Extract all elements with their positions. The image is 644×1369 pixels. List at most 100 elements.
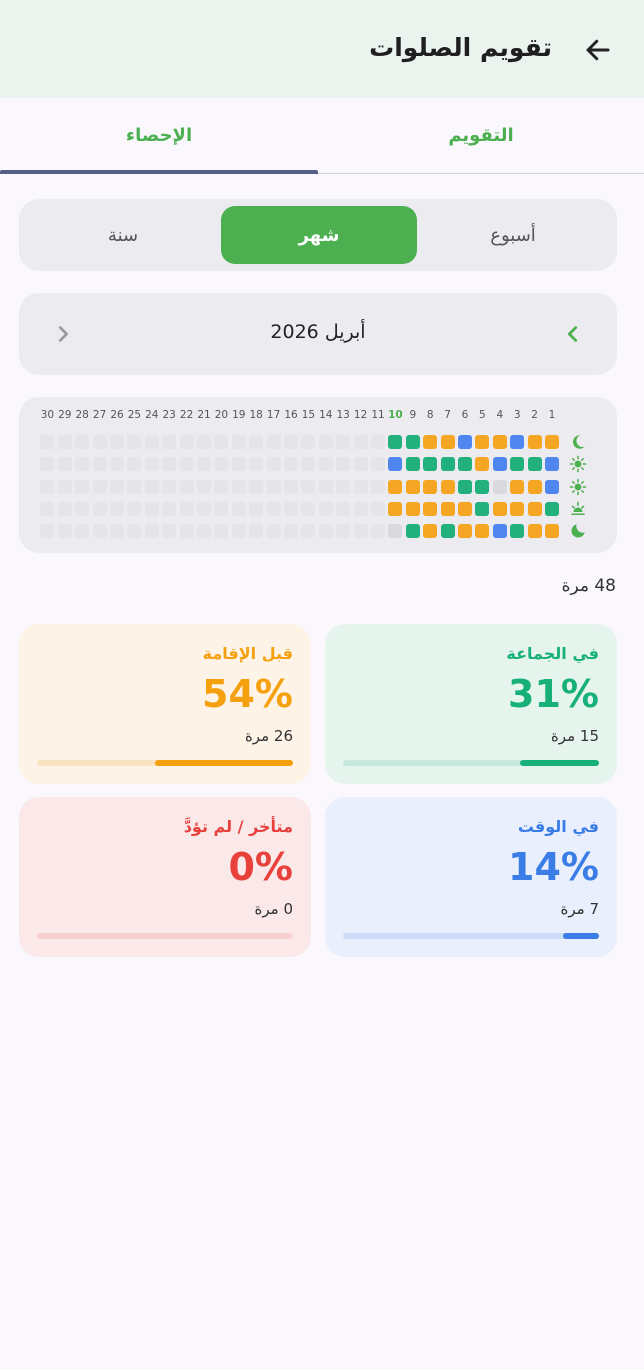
heatmap-cell[interactable] [110,524,124,539]
heatmap-cell[interactable] [371,457,385,472]
heatmap-cell[interactable] [527,479,542,494]
heatmap-cell[interactable] [545,435,559,449]
heatmap-cell[interactable] [458,501,472,516]
heatmap-cell[interactable] [458,479,472,494]
heatmap-cell[interactable] [353,479,368,494]
heatmap-cell[interactable] [318,457,333,472]
heatmap-cell[interactable] [388,524,403,539]
heatmap-cell[interactable] [440,524,455,539]
heatmap-cell[interactable] [318,479,333,494]
heatmap-cell[interactable] [197,501,211,516]
heatmap-cell[interactable] [92,457,107,472]
heatmap-cell[interactable] [127,457,142,472]
period-week-button[interactable]: أسبوع [490,224,536,246]
heatmap-cell[interactable] [266,524,281,539]
heatmap-cell[interactable] [475,524,490,539]
heatmap-cell[interactable] [301,457,316,472]
heatmap-cell[interactable] [510,524,525,539]
heatmap-cell[interactable] [475,501,490,516]
heatmap-cell[interactable] [527,524,542,539]
heatmap-cell[interactable] [388,501,403,516]
heatmap-cell[interactable] [197,524,211,539]
heatmap-cell[interactable] [510,457,525,472]
heatmap-cell[interactable] [545,501,559,516]
heatmap-cell[interactable] [371,479,385,494]
heatmap-cell[interactable] [92,524,107,539]
heatmap-cell[interactable] [284,479,298,494]
heatmap-cell[interactable] [318,524,333,539]
heatmap-cell[interactable] [440,479,455,494]
heatmap-cell[interactable] [440,501,455,516]
heatmap-cell[interactable] [179,457,194,472]
heatmap-cell[interactable] [197,435,211,449]
heatmap-cell[interactable] [492,479,507,494]
heatmap-cell[interactable] [231,524,246,539]
heatmap-cell[interactable] [405,501,420,516]
heatmap-cell[interactable] [336,501,351,516]
heatmap-cell[interactable] [423,479,438,494]
heatmap-cell[interactable] [231,435,246,449]
heatmap-cell[interactable] [162,524,177,539]
period-month-button[interactable]: شهر [221,206,417,264]
heatmap-cell[interactable] [110,479,124,494]
heatmap-cell[interactable] [353,457,368,472]
heatmap-cell[interactable] [527,435,542,449]
heatmap-cell[interactable] [179,524,194,539]
heatmap-cell[interactable] [371,435,385,449]
heatmap-cell[interactable] [527,457,542,472]
heatmap-cell[interactable] [197,479,211,494]
heatmap-cell[interactable] [475,457,490,472]
heatmap-cell[interactable] [40,501,55,516]
heatmap-cell[interactable] [144,457,159,472]
heatmap-cell[interactable] [527,501,542,516]
heatmap-cell[interactable] [336,524,351,539]
heatmap-cell[interactable] [75,524,90,539]
heatmap-cell[interactable] [458,524,472,539]
heatmap-cell[interactable] [388,479,403,494]
heatmap-cell[interactable] [301,501,316,516]
heatmap-cell[interactable] [475,479,490,494]
heatmap-cell[interactable] [405,524,420,539]
heatmap-cell[interactable] [336,457,351,472]
heatmap-cell[interactable] [214,479,229,494]
heatmap-cell[interactable] [510,501,525,516]
heatmap-cell[interactable] [405,435,420,449]
heatmap-cell[interactable] [458,435,472,449]
heatmap-cell[interactable] [162,457,177,472]
heatmap-cell[interactable] [197,457,211,472]
heatmap-cell[interactable] [144,501,159,516]
heatmap-cell[interactable] [214,435,229,449]
heatmap-cell[interactable] [127,435,142,449]
heatmap-cell[interactable] [423,457,438,472]
heatmap-cell[interactable] [92,501,107,516]
heatmap-cell[interactable] [110,457,124,472]
heatmap-cell[interactable] [266,435,281,449]
heatmap-cell[interactable] [353,501,368,516]
heatmap-cell[interactable] [492,435,507,449]
heatmap-cell[interactable] [388,457,403,472]
heatmap-cell[interactable] [57,479,72,494]
heatmap-cell[interactable] [284,501,298,516]
heatmap-cell[interactable] [284,524,298,539]
heatmap-cell[interactable] [179,501,194,516]
heatmap-cell[interactable] [57,435,72,449]
heatmap-cell[interactable] [249,479,264,494]
heatmap-cell[interactable] [144,479,159,494]
heatmap-cell[interactable] [492,457,507,472]
heatmap-cell[interactable] [179,435,194,449]
heatmap-cell[interactable] [405,479,420,494]
heatmap-cell[interactable] [388,435,403,449]
heatmap-cell[interactable] [110,501,124,516]
heatmap-cell[interactable] [336,435,351,449]
heatmap-cell[interactable] [266,457,281,472]
heatmap-cell[interactable] [75,501,90,516]
heatmap-cell[interactable] [266,501,281,516]
heatmap-cell[interactable] [405,457,420,472]
heatmap-cell[interactable] [144,435,159,449]
heatmap-cell[interactable] [231,479,246,494]
heatmap-cell[interactable] [492,524,507,539]
heatmap-cell[interactable] [57,524,72,539]
heatmap-cell[interactable] [371,524,385,539]
heatmap-cell[interactable] [301,524,316,539]
heatmap-cell[interactable] [423,501,438,516]
